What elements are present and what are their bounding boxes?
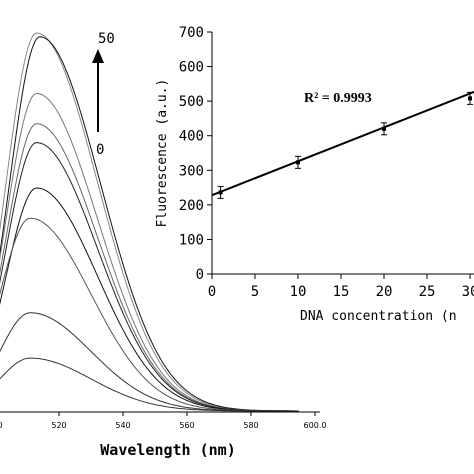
inset-x-tick-label: 10 <box>290 284 307 300</box>
inset-y-tick-label: 0 <box>196 267 204 283</box>
increase-arrow: 50 0 <box>92 31 115 158</box>
data-point <box>468 96 472 101</box>
inset-y-tick-label: 100 <box>179 232 204 248</box>
inset-y-tick-label: 300 <box>179 163 204 179</box>
spectra-x-tick-label: 500 <box>0 421 3 430</box>
data-point <box>296 160 300 165</box>
spectra-curves <box>0 32 299 412</box>
spectra-x-axis-label: Wavelength (nm) <box>100 441 235 459</box>
inset-x-ticks: 0510152025303 <box>208 274 474 300</box>
inset-x-tick-label: 30 <box>462 284 474 300</box>
inset-y-tick-label: 500 <box>179 94 204 110</box>
data-point <box>382 126 386 131</box>
inset-x-tick-label: 25 <box>419 284 436 300</box>
spectra-chart: 500520540560580600.0 Wavelength (nm) 50 … <box>0 31 326 459</box>
arrow-top-label: 50 <box>98 31 115 47</box>
inset-x-tick-label: 20 <box>376 284 393 300</box>
inset-x-axis-label: DNA concentration (n <box>300 309 457 324</box>
spectra-x-tick-label: 580 <box>243 421 258 430</box>
inset-x-tick-label: 5 <box>251 284 259 300</box>
inset-fit-line <box>211 90 474 197</box>
arrowhead-icon <box>92 49 104 63</box>
spectrum-line <box>0 312 299 412</box>
inset-y-axis-label: Fluorescence (a.u.) <box>155 79 170 228</box>
inset-y-tick-label: 600 <box>179 60 204 76</box>
inset-r-squared: R² = 0.9993 <box>304 91 372 106</box>
spectra-x-tick-label: 560 <box>179 421 194 430</box>
spectra-x-tick-label: 540 <box>115 421 130 430</box>
spectra-x-tick-label: 600.0 <box>304 421 327 430</box>
inset-background <box>212 32 474 274</box>
spectra-x-tick-label: 520 <box>51 421 66 430</box>
data-point <box>218 190 223 195</box>
inset-y-tick-label: 400 <box>179 129 204 145</box>
spectrum-line <box>0 357 299 412</box>
spectra-x-ticks: 500 520 540 560 580 600.0 <box>0 412 326 430</box>
inset-x-tick-label: 0 <box>208 284 216 300</box>
inset-y-tick-label: 700 <box>179 25 204 41</box>
inset-points <box>217 91 473 199</box>
inset-x-tick-label: 15 <box>333 284 350 300</box>
inset-y-tick-label: 200 <box>179 198 204 214</box>
arrow-bottom-label: 0 <box>96 142 104 158</box>
inset-y-ticks: 0 100 200 300 400 500 600 700 <box>179 25 212 283</box>
